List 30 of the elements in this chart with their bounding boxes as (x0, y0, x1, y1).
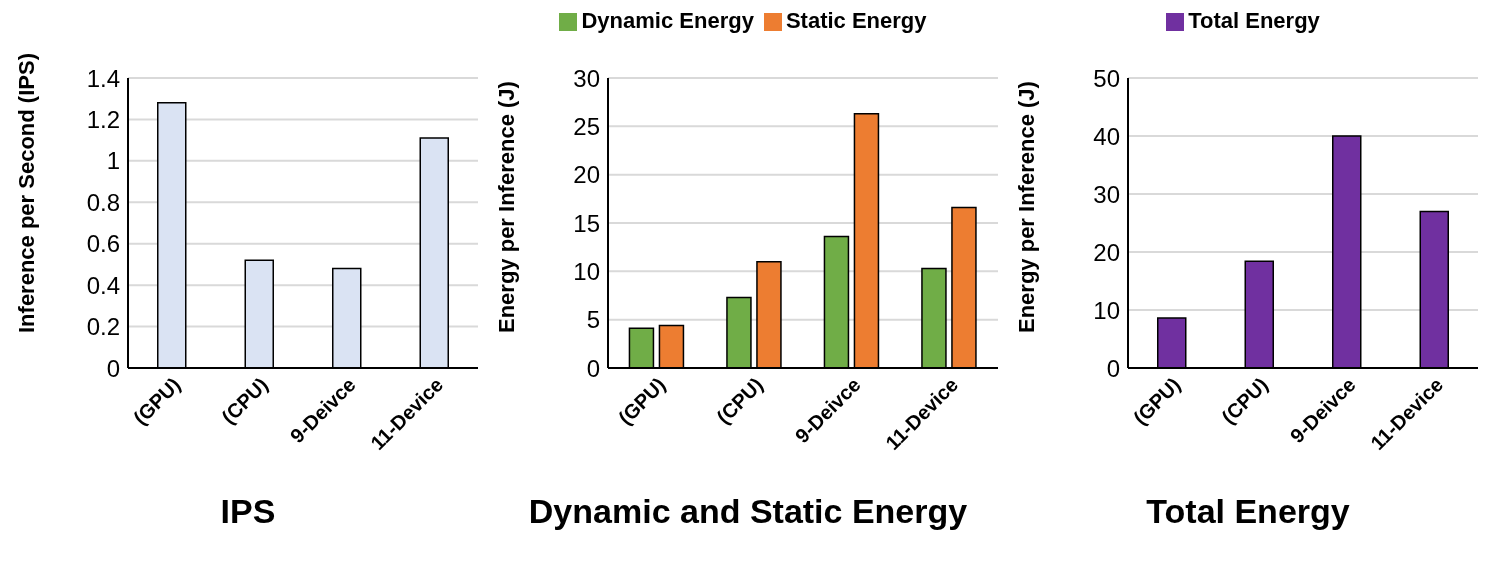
y-tick-label: 1 (106, 147, 120, 175)
text: Total Energy (1145, 492, 1351, 531)
legend-label: Static Energy (785, 8, 927, 33)
y-tick-label: 0.8 (86, 188, 120, 216)
y-axis-title: Inference per Second (IPS) (13, 53, 39, 333)
y-tick-label: 0 (106, 354, 120, 382)
y-tick-label: 1.2 (86, 105, 120, 133)
y-tick-label: 0.6 (86, 230, 120, 258)
y-tick-label: 0 (1106, 354, 1120, 382)
y-tick-label: 15 (573, 209, 600, 237)
y-tick-label: 10 (1093, 296, 1120, 324)
y-tick-label: 0 (586, 354, 600, 382)
y-tick-label: 1.4 (86, 64, 120, 92)
y-tick-label: 10 (573, 257, 600, 285)
y-tick-label: 25 (573, 112, 600, 140)
y-tick-label: 0.2 (86, 313, 120, 341)
y-axis-title: Energy per Inference (J) (493, 81, 519, 333)
y-tick-label: 50 (1093, 64, 1120, 92)
y-tick-label: 20 (573, 161, 600, 189)
y-tick-label: 0.4 (86, 271, 120, 299)
legend-label: Dynamic Energy (581, 8, 754, 33)
y-tick-label: 30 (573, 64, 600, 92)
y-tick-label: 30 (1093, 180, 1120, 208)
text: Dynamic and Static Energy (527, 492, 969, 531)
y-axis-title: Energy per Inference (J) (1013, 81, 1039, 333)
y-tick-label: 40 (1093, 122, 1120, 150)
text: IPS (219, 492, 277, 531)
y-tick-label: 5 (586, 306, 600, 334)
y-tick-label: 20 (1093, 238, 1120, 266)
legend-label: Total Energy (1188, 8, 1320, 33)
